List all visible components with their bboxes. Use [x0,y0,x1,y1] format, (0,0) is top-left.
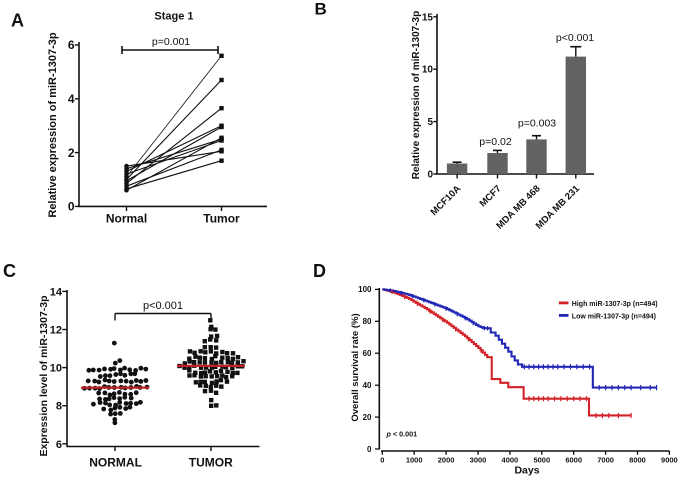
svg-text:B: B [315,0,327,19]
svg-text:10: 10 [422,65,434,76]
svg-text:60: 60 [363,349,372,358]
svg-text:Expression level of miR-1307-3: Expression level of miR-1307-3p [38,295,50,456]
svg-text:D: D [313,261,326,281]
svg-text:100: 100 [358,285,372,294]
svg-text:20: 20 [363,413,372,422]
svg-text:14: 14 [50,286,63,298]
svg-text:2000: 2000 [438,455,455,464]
svg-text:2: 2 [68,146,75,160]
svg-text:7000: 7000 [597,455,614,464]
svg-text:0: 0 [380,455,384,464]
svg-text:10: 10 [50,363,62,375]
svg-text:Overall survival rate (%): Overall survival rate (%) [350,313,361,421]
svg-text:High miR-1307-3p (n=494): High miR-1307-3p (n=494) [572,301,658,308]
svg-text:8000: 8000 [629,455,646,464]
svg-text:A: A [11,11,24,31]
svg-text:Stage 1: Stage 1 [154,11,193,23]
svg-text:Relative expression of miR-130: Relative expression of miR-1307-3p [411,11,422,179]
svg-text:3000: 3000 [470,455,487,464]
svg-text:4: 4 [68,92,75,106]
svg-text:9000: 9000 [661,455,678,464]
svg-text:80: 80 [363,317,372,326]
svg-text:p < 0.001: p < 0.001 [386,430,418,439]
svg-text:NORMAL: NORMAL [89,456,142,470]
svg-text:0: 0 [68,200,75,214]
svg-text:p<0.001: p<0.001 [556,32,594,44]
svg-text:0: 0 [427,170,433,181]
svg-text:4000: 4000 [502,455,519,464]
svg-text:12: 12 [50,325,62,337]
svg-text:5: 5 [427,117,433,128]
svg-text:Normal: Normal [106,212,147,226]
svg-text:MCF10A: MCF10A [429,183,464,218]
svg-text:0: 0 [367,445,372,454]
svg-text:p=0.02: p=0.02 [479,136,512,148]
svg-text:p=0.001: p=0.001 [152,36,190,48]
svg-text:p=0.003: p=0.003 [518,118,556,130]
svg-text:Days: Days [514,465,539,477]
svg-text:6: 6 [56,439,62,451]
svg-text:5000: 5000 [533,455,550,464]
svg-text:6000: 6000 [565,455,582,464]
svg-text:p<0.001: p<0.001 [143,300,183,312]
svg-text:Low miR-1307-3p (n=494): Low miR-1307-3p (n=494) [572,313,656,320]
svg-text:40: 40 [363,381,372,390]
svg-text:MCF7: MCF7 [478,183,504,209]
svg-text:1000: 1000 [406,455,423,464]
svg-text:15: 15 [422,12,434,23]
svg-text:TUMOR: TUMOR [189,456,233,470]
svg-text:Tumor: Tumor [203,212,240,226]
svg-text:Relative expression of miR-130: Relative expression of miR-1307-3p [47,32,59,218]
svg-text:8: 8 [56,401,62,413]
svg-text:6: 6 [68,38,75,52]
svg-text:C: C [3,261,16,281]
